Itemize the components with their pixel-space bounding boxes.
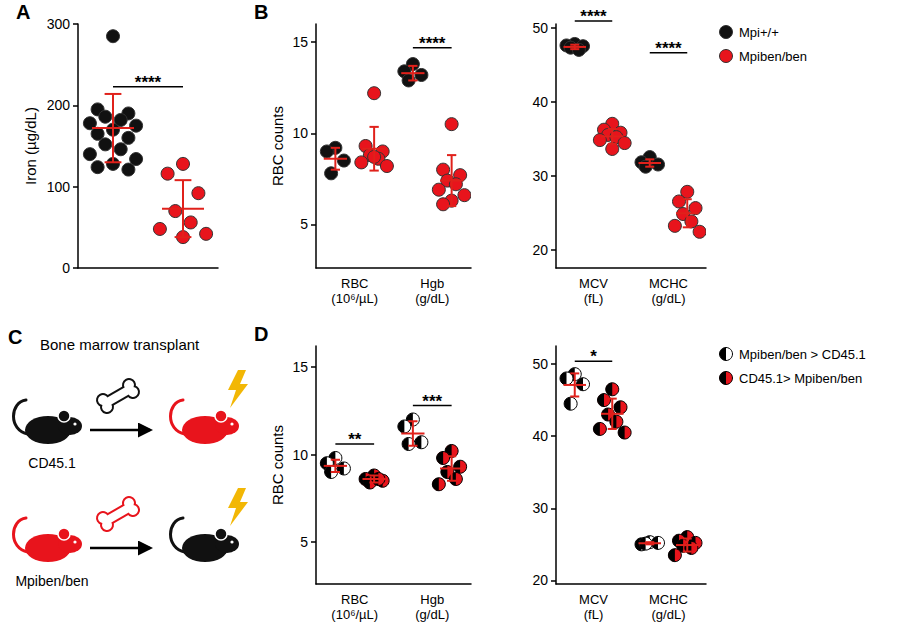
svg-text:CD45.1: CD45.1 <box>28 455 76 471</box>
svg-text:Mpiben/ben: Mpiben/ben <box>15 573 88 589</box>
svg-text:15: 15 <box>292 34 308 50</box>
svg-text:*: * <box>590 347 597 366</box>
svg-text:50: 50 <box>532 20 548 36</box>
svg-text:RBC: RBC <box>341 592 368 607</box>
svg-text:30: 30 <box>532 500 548 516</box>
svg-text:300: 300 <box>47 16 71 32</box>
svg-text:RBC: RBC <box>341 276 368 291</box>
svg-text:MCHC: MCHC <box>649 592 688 607</box>
svg-text:(g/dL): (g/dL) <box>415 607 449 622</box>
svg-text:(g/dL): (g/dL) <box>415 291 449 306</box>
svg-text:50: 50 <box>532 356 548 372</box>
svg-text:Iron (µg/dL): Iron (µg/dL) <box>22 107 39 185</box>
svg-text:CD45.1> Mpiben/ben: CD45.1> Mpiben/ben <box>739 371 862 386</box>
svg-text:(g/dL): (g/dL) <box>652 291 686 306</box>
svg-text:10: 10 <box>292 447 308 463</box>
svg-text:****: **** <box>580 7 607 26</box>
svg-text:A: A <box>16 1 30 23</box>
svg-text:Mpiben/ben: Mpiben/ben <box>739 49 807 64</box>
svg-text:100: 100 <box>47 179 71 195</box>
svg-text:D: D <box>254 323 268 345</box>
svg-text:15: 15 <box>292 359 308 375</box>
svg-text:****: **** <box>419 34 446 53</box>
svg-text:B: B <box>254 1 268 23</box>
svg-text:20: 20 <box>532 572 548 588</box>
svg-text:***: *** <box>422 392 442 411</box>
svg-text:5: 5 <box>300 216 308 232</box>
svg-text:Hgb: Hgb <box>420 276 444 291</box>
svg-text:Bone marrow transplant: Bone marrow transplant <box>40 336 200 353</box>
svg-text:MCV: MCV <box>579 592 608 607</box>
svg-text:40: 40 <box>532 428 548 444</box>
svg-text:200: 200 <box>47 97 71 113</box>
svg-text:Mpi+/+: Mpi+/+ <box>739 25 779 40</box>
svg-text:RBC counts: RBC counts <box>269 106 286 186</box>
svg-text:C: C <box>8 326 22 348</box>
svg-text:****: **** <box>135 73 162 92</box>
svg-text:(10⁶/µL): (10⁶/µL) <box>331 607 378 622</box>
svg-text:20: 20 <box>532 242 548 258</box>
svg-text:Hgb: Hgb <box>420 592 444 607</box>
svg-text:(g/dL): (g/dL) <box>652 607 686 622</box>
svg-text:Mpiben/ben > CD45.1: Mpiben/ben > CD45.1 <box>739 347 866 362</box>
svg-text:0: 0 <box>62 260 70 276</box>
svg-text:**: ** <box>348 430 362 449</box>
svg-text:30: 30 <box>532 168 548 184</box>
svg-text:40: 40 <box>532 94 548 110</box>
svg-text:(10⁶/µL): (10⁶/µL) <box>331 291 378 306</box>
svg-text:MCHC: MCHC <box>649 276 688 291</box>
svg-text:10: 10 <box>292 125 308 141</box>
svg-text:****: **** <box>655 39 682 58</box>
svg-text:MCV: MCV <box>579 276 608 291</box>
svg-text:(fL): (fL) <box>584 607 604 622</box>
svg-text:RBC counts: RBC counts <box>269 425 286 505</box>
svg-text:(fL): (fL) <box>584 291 604 306</box>
svg-text:5: 5 <box>300 534 308 550</box>
